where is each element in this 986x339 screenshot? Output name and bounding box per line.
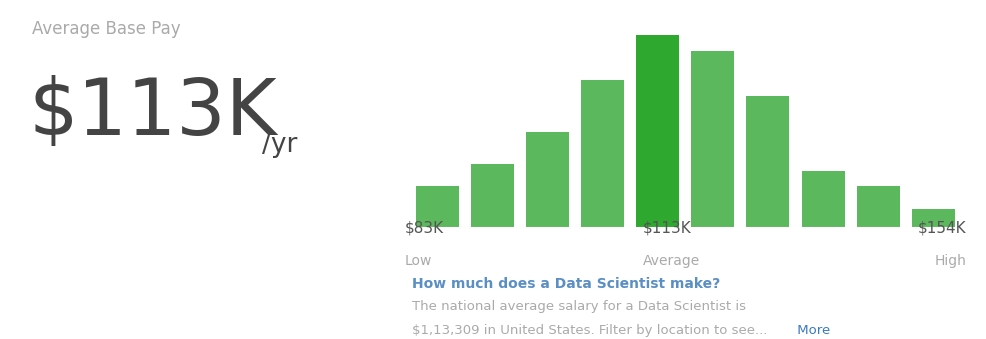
Bar <box>802 171 845 227</box>
Text: How much does a Data Scientist make?: How much does a Data Scientist make? <box>412 277 721 291</box>
Text: /yr: /yr <box>261 132 297 158</box>
Text: Average: Average <box>643 254 700 268</box>
Text: High: High <box>935 254 966 268</box>
Bar <box>416 186 458 227</box>
Bar <box>581 80 624 227</box>
Bar <box>527 132 569 227</box>
Bar <box>912 209 954 227</box>
Bar <box>471 164 514 227</box>
Text: $113K: $113K <box>643 220 691 235</box>
Text: More: More <box>793 324 830 337</box>
Text: Average Base Pay: Average Base Pay <box>32 20 180 38</box>
Text: $1,13,309 in United States. Filter by location to see...: $1,13,309 in United States. Filter by lo… <box>412 324 767 337</box>
Bar <box>691 51 735 227</box>
Text: Low: Low <box>404 254 432 268</box>
Text: $83K: $83K <box>404 220 444 235</box>
Bar <box>746 96 790 227</box>
Bar <box>636 35 679 227</box>
Bar <box>857 186 899 227</box>
Text: $113K: $113K <box>28 75 277 151</box>
Text: $154K: $154K <box>918 220 966 235</box>
Text: The national average salary for a Data Scientist is: The national average salary for a Data S… <box>412 300 746 313</box>
